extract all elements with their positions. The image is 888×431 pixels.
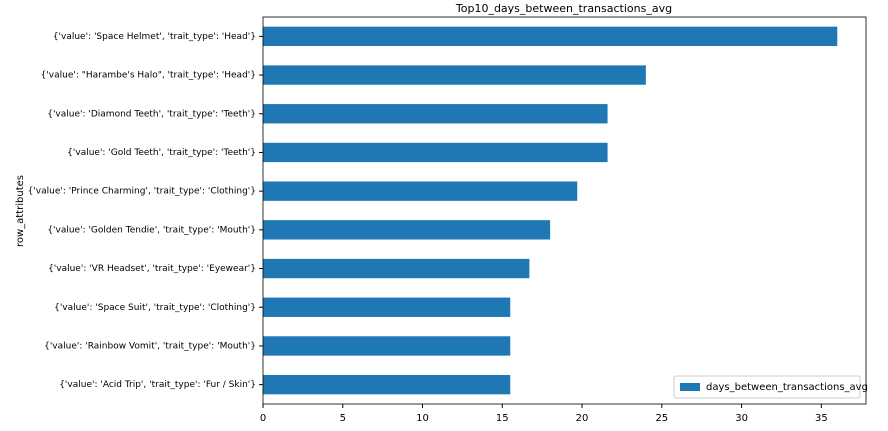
y-tick-label: {'value': 'Acid Trip', 'trait_type': 'Fu… [59, 380, 256, 390]
y-tick-label: {'value': 'Rainbow Vomit', 'trait_type':… [44, 341, 256, 351]
y-tick-label: {'value': 'Diamond Teeth', 'trait_type':… [47, 109, 256, 119]
bar [263, 104, 608, 124]
x-tick-label: 0 [260, 413, 266, 424]
y-axis-label: row_attributes [15, 175, 26, 247]
y-tick-label: {'value': 'Golden Tendie', 'trait_type':… [47, 225, 256, 235]
x-tick-label: 15 [496, 413, 509, 424]
y-tick-label: {'value': 'Gold Teeth', 'trait_type': 'T… [67, 148, 256, 158]
bar [263, 374, 511, 395]
bar [263, 220, 551, 240]
y-tick-label: {'value': 'Space Helmet', 'trait_type': … [53, 32, 256, 42]
y-tick-label: {'value': 'VR Headset', 'trait_type': 'E… [48, 264, 256, 274]
x-tick-label: 10 [416, 413, 429, 424]
y-tick-label: {'value': "Harambe's Halo", 'trait_type'… [41, 71, 256, 81]
chart-title: Top10_days_between_transactions_avg [455, 2, 672, 15]
bar [263, 297, 511, 317]
y-tick-label: {'value': 'Prince Charming', 'trait_type… [28, 187, 256, 197]
bar [263, 258, 530, 279]
bar [263, 65, 646, 85]
bar [263, 142, 608, 163]
bar [263, 181, 578, 201]
bar [263, 336, 511, 356]
legend-label: days_between_transactions_avg [706, 382, 868, 393]
x-tick-label: 30 [735, 413, 748, 424]
x-tick-label: 25 [655, 413, 668, 424]
x-tick-label: 5 [340, 413, 346, 424]
legend-box [673, 375, 861, 399]
x-tick-label: 20 [576, 413, 589, 424]
y-tick-label: {'value': 'Space Suit', 'trait_type': 'C… [54, 303, 256, 313]
x-tick-label: 35 [815, 413, 828, 424]
bar [263, 26, 838, 47]
legend-swatch [680, 383, 700, 391]
plot-frame [262, 16, 867, 405]
